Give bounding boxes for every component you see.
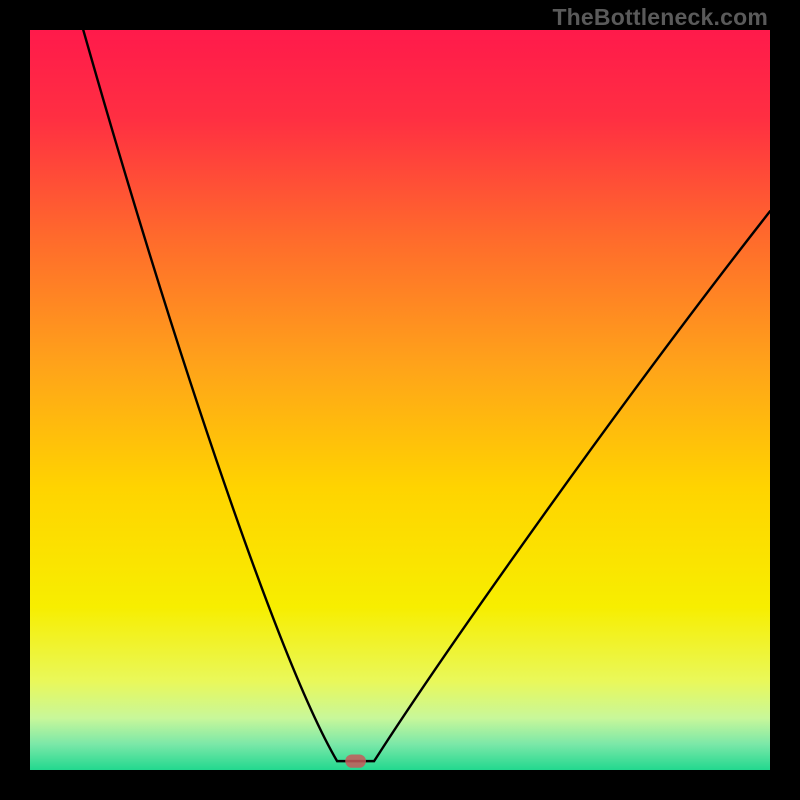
gradient-background bbox=[30, 30, 770, 770]
valley-marker bbox=[345, 754, 366, 767]
chart-frame: TheBottleneck.com bbox=[0, 0, 800, 800]
chart-svg bbox=[30, 30, 770, 770]
watermark-text: TheBottleneck.com bbox=[552, 4, 768, 31]
plot-area bbox=[30, 30, 770, 770]
